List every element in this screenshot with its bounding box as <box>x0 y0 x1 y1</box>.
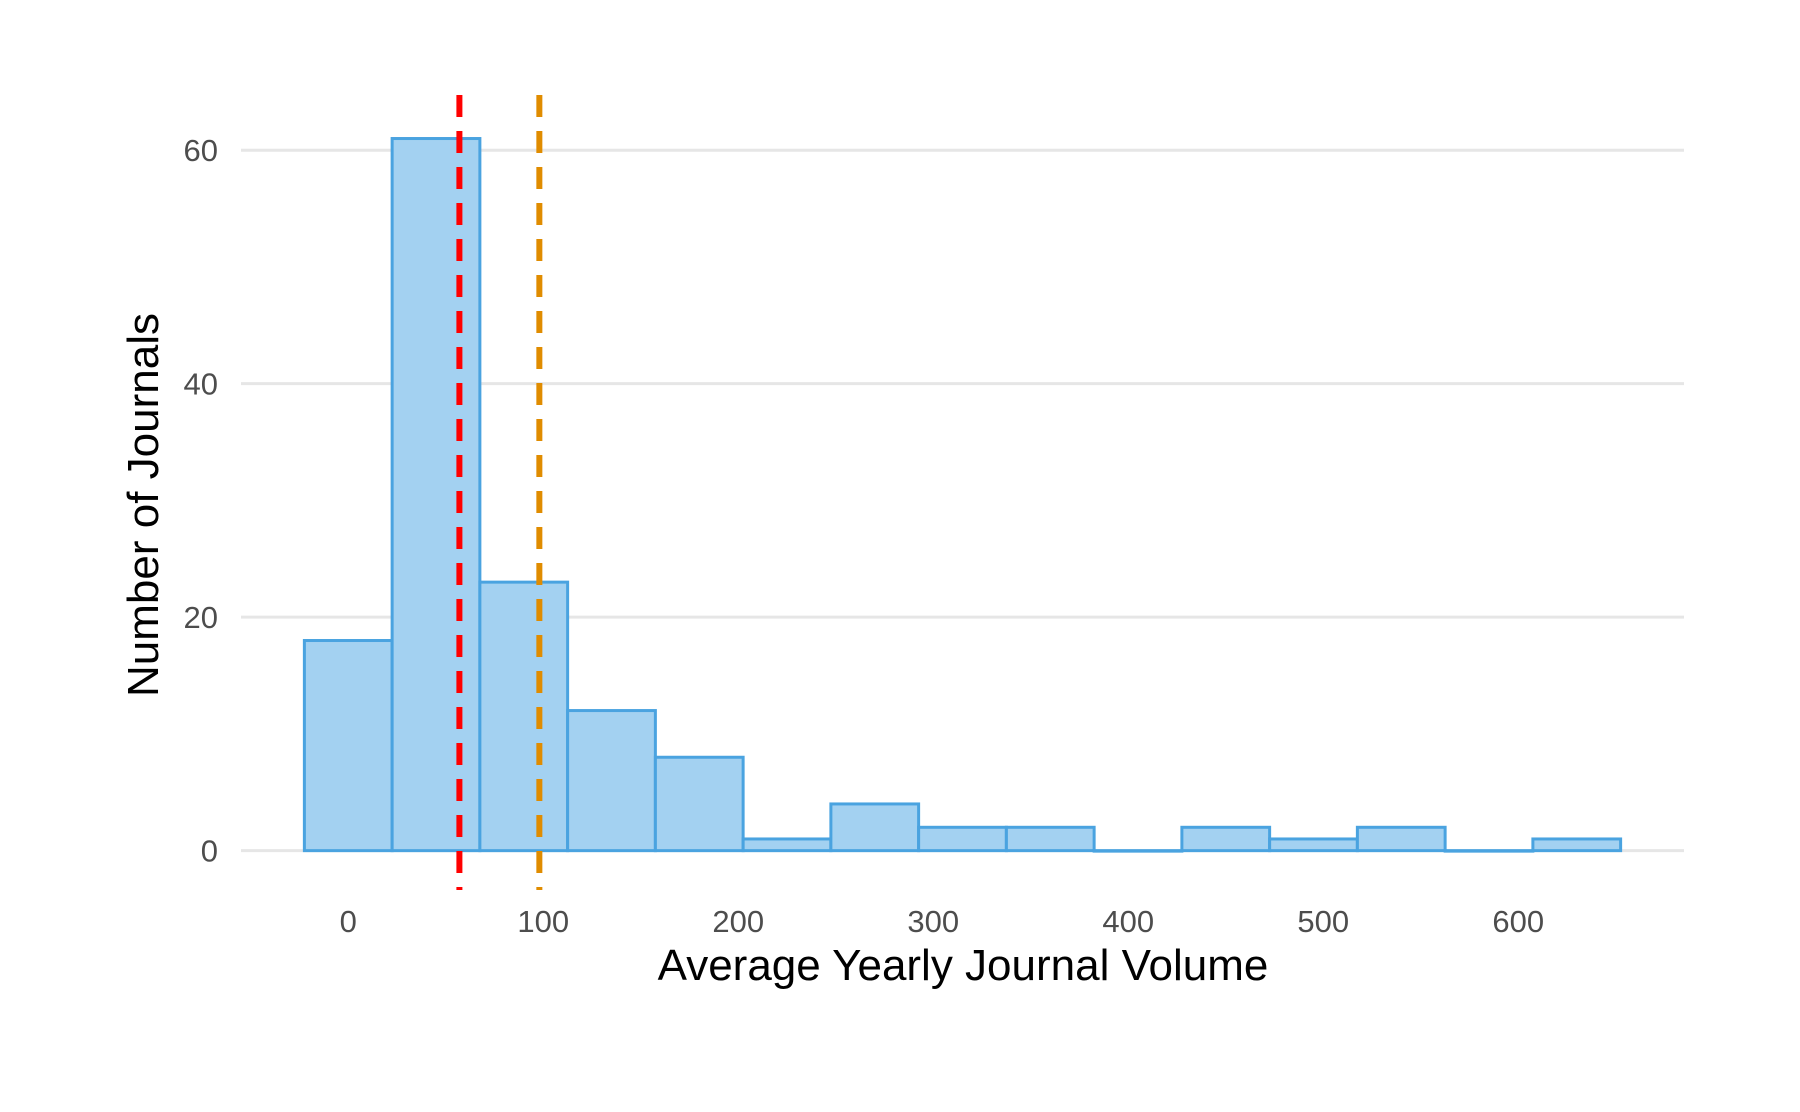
histogram-bar-14 <box>1531 837 1623 853</box>
histogram-bar-11 <box>1268 837 1359 853</box>
histogram-bar-5 <box>741 837 833 853</box>
histogram-bar-13 <box>1443 849 1535 853</box>
x-axis-ticks: 0 100 200 300 400 500 600 <box>340 904 1544 939</box>
histogram-bar-3 <box>566 709 657 853</box>
histogram-bar-1 <box>390 137 482 853</box>
x-tick-label: 600 <box>1492 904 1544 939</box>
x-tick-label: 100 <box>517 904 569 939</box>
y-tick-label: 20 <box>184 600 218 635</box>
histogram-bar-0 <box>302 639 394 853</box>
x-tick-label: 500 <box>1297 904 1349 939</box>
reference-lines <box>456 95 543 890</box>
y-axis-ticks: 0 20 40 60 <box>184 133 218 868</box>
y-tick-label: 40 <box>184 367 218 402</box>
y-axis-title: Number of Journals <box>119 313 168 697</box>
x-tick-label: 300 <box>907 904 959 939</box>
histogram-bar-8 <box>1004 825 1096 853</box>
histogram-bar-10 <box>1180 825 1272 853</box>
histogram-bar-7 <box>917 825 1008 853</box>
histogram-bar-12 <box>1355 825 1447 853</box>
y-tick-label: 0 <box>201 834 218 869</box>
x-axis-title: Average Yearly Journal Volume <box>658 941 1269 990</box>
histogram-bar-9 <box>1092 849 1184 853</box>
x-tick-label: 0 <box>340 904 357 939</box>
histogram-bar-6 <box>829 802 921 853</box>
x-tick-label: 200 <box>712 904 764 939</box>
histogram-bar-2 <box>478 580 570 853</box>
histogram-bars <box>302 137 1623 853</box>
histogram-bar-4 <box>653 755 745 853</box>
y-tick-label: 60 <box>184 133 218 168</box>
x-tick-label: 400 <box>1102 904 1154 939</box>
